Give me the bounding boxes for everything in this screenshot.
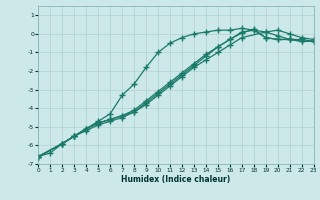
X-axis label: Humidex (Indice chaleur): Humidex (Indice chaleur) <box>121 175 231 184</box>
